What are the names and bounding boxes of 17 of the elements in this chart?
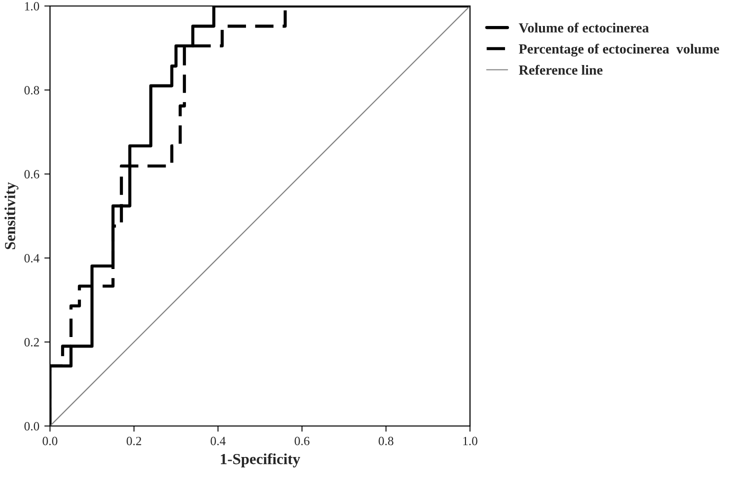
x-tick-label: 0.2 <box>126 436 142 446</box>
x-axis-title: 1-Specificity <box>220 453 300 468</box>
x-tick-label: 0.8 <box>378 436 394 446</box>
x-tick-label: 0.6 <box>294 436 310 446</box>
legend-label: Reference line <box>518 64 602 75</box>
y-tick-label: 0.4 <box>24 254 40 263</box>
x-tick-label: 1.0 <box>463 436 478 446</box>
y-tick-label: 0.2 <box>24 338 39 347</box>
x-tick-label: 0.0 <box>42 436 58 446</box>
y-tick-label: 0.6 <box>24 170 40 179</box>
y-tick-label: 0.0 <box>24 422 40 431</box>
y-tick-label: 0.8 <box>24 86 40 95</box>
y-axis-title: Sensitivity <box>4 182 18 250</box>
y-tick-label: 1.0 <box>25 2 40 11</box>
legend-label: Percentage of ectocinerea volume <box>518 44 720 57</box>
x-tick-label: 0.4 <box>210 436 226 446</box>
legend-label: Volume of ectocinerea <box>518 22 649 33</box>
